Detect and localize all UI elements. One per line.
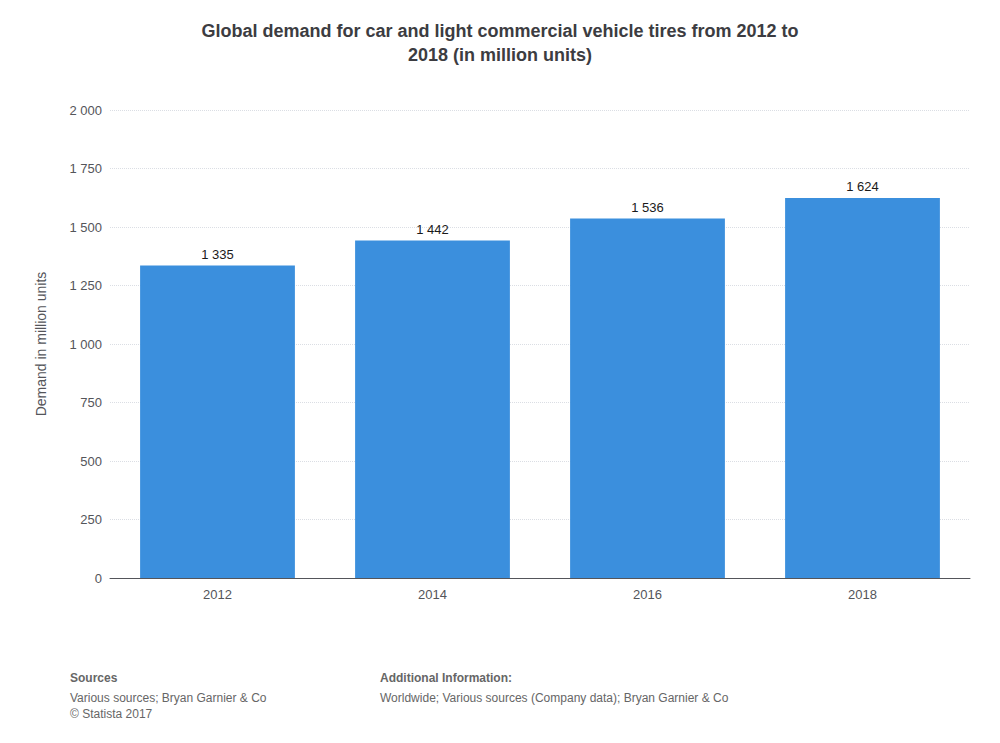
svg-text:Global demand for car and ligh: Global demand for car and light commerci… [201,21,798,41]
svg-text:250: 250 [80,512,102,527]
svg-text:2 000: 2 000 [69,103,102,118]
svg-text:2018: 2018 [848,587,877,602]
svg-text:Demand in million units: Demand in million units [33,272,49,417]
svg-text:750: 750 [80,395,102,410]
svg-text:1 000: 1 000 [69,337,102,352]
svg-text:Worldwide; Various sources (Co: Worldwide; Various sources (Company data… [380,691,729,705]
svg-text:0: 0 [95,571,102,586]
svg-text:1 624: 1 624 [846,179,879,194]
svg-text:2018 (in million units): 2018 (in million units) [408,45,592,65]
svg-text:Additional Information:: Additional Information: [380,671,512,685]
svg-text:2012: 2012 [203,587,232,602]
svg-text:1 500: 1 500 [69,220,102,235]
svg-text:1 536: 1 536 [631,200,664,215]
svg-text:1 335: 1 335 [201,247,234,262]
svg-text:1 442: 1 442 [416,222,449,237]
svg-text:© Statista 2017: © Statista 2017 [70,707,153,721]
svg-text:Sources: Sources [70,671,118,685]
svg-text:1 250: 1 250 [69,278,102,293]
svg-text:2016: 2016 [633,587,662,602]
svg-text:Various sources; Bryan Garnier: Various sources; Bryan Garnier & Co [70,691,267,705]
svg-text:1 750: 1 750 [69,161,102,176]
svg-text:500: 500 [80,454,102,469]
svg-text:2014: 2014 [418,587,447,602]
